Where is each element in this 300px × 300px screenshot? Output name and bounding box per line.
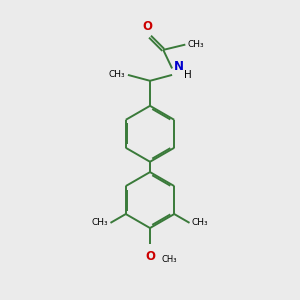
Text: CH₃: CH₃ — [161, 254, 177, 263]
Text: O: O — [142, 20, 153, 33]
Text: N: N — [174, 60, 184, 73]
Text: CH₃: CH₃ — [188, 40, 204, 49]
Text: H: H — [184, 70, 192, 80]
Text: CH₃: CH₃ — [192, 218, 208, 227]
Text: CH₃: CH₃ — [92, 218, 108, 227]
Text: CH₃: CH₃ — [109, 70, 126, 80]
Text: O: O — [145, 250, 155, 262]
